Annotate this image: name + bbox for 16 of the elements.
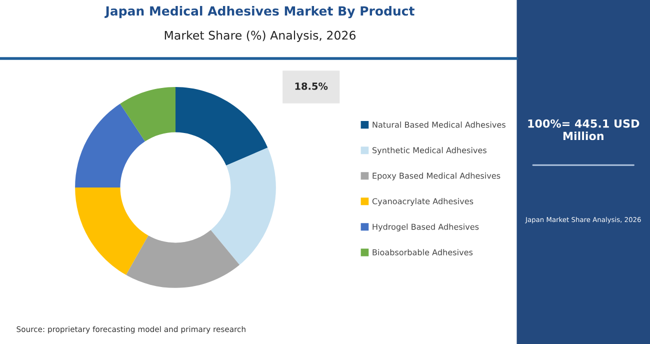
legend-label: Cyanoacrylate Adhesives (372, 198, 474, 206)
donut-slice (75, 187, 148, 275)
donut-slice (120, 87, 176, 142)
data-label: 18.5% (295, 82, 328, 90)
donut-slice (75, 104, 146, 188)
legend-label: Hydrogel Based Adhesives (372, 224, 479, 232)
legend-label: Bioabsorbable Adhesives (372, 249, 473, 256)
chart-subtitle: Market Share (%) Analysis, 2026 (164, 30, 356, 42)
legend-label: Natural Based Medical Adhesives (372, 122, 506, 128)
text: 100%= 445.1 USD Million (528, 119, 640, 140)
donut-slice (210, 148, 276, 265)
legend-label: Synthetic Medical Adhesives (372, 147, 486, 155)
chart-title: Japan Medical Adhesives Market By Product (104, 6, 414, 18)
donut-slice (126, 230, 240, 288)
legend-label: Epoxy Based Medical Adhesives (372, 172, 500, 180)
donut-slice (176, 87, 268, 166)
